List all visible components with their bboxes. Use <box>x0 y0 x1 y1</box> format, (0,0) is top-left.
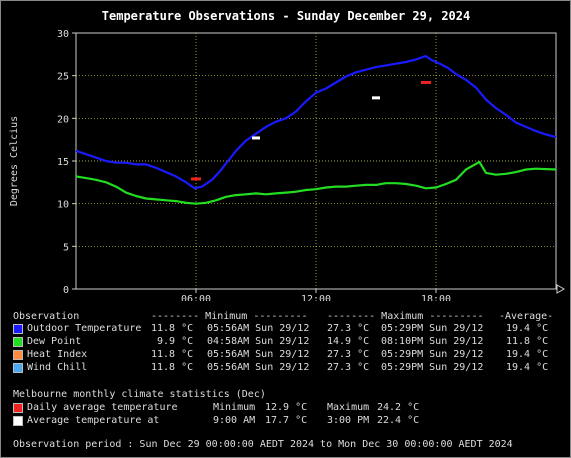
legend-header-minimum: -------- Minimum --------- <box>151 311 308 322</box>
climate-avg-label: Average temperature at <box>27 415 160 426</box>
climate-avg-value-1: 17.7 °C <box>265 415 308 426</box>
legend-min-time: 04:58AM Sun 29/12 <box>207 336 310 347</box>
legend-max-value: 14.9 °C <box>327 336 370 347</box>
legend-max-time: 05:29PM Sun 29/12 <box>381 362 484 373</box>
climate-avg-time-1: 9:00 AM <box>213 415 256 426</box>
y-tick-label: 0 <box>63 285 69 296</box>
y-tick-label: 15 <box>57 157 69 168</box>
legend-max-value: 27.3 °C <box>327 323 370 334</box>
legend-average: 19.4 °C <box>506 323 549 334</box>
daily-average-marker <box>421 80 431 84</box>
climate-daily-min-label: Minimum <box>213 402 256 413</box>
legend-min-value: 11.8 °C <box>151 323 194 334</box>
climate-avg-time-2: 3:00 PM <box>327 415 370 426</box>
legend-min-value: 11.8 °C <box>151 362 194 373</box>
legend-swatch <box>13 337 23 347</box>
legend-average: 19.4 °C <box>506 349 549 360</box>
legend-header-observation: Observation <box>13 311 80 322</box>
x-tick-label: 06:00 <box>181 294 211 301</box>
legend-series-name: Heat Index <box>27 349 88 360</box>
temperature-chart: Temperature Observations - Sunday Decemb… <box>9 9 566 301</box>
legend-max-time: 05:29PM Sun 29/12 <box>381 323 484 334</box>
chart-title: Temperature Observations - Sunday Decemb… <box>102 9 470 23</box>
legend-series-name: Dew Point <box>27 336 82 347</box>
legend-min-time: 05:56AM Sun 29/12 <box>207 362 310 373</box>
y-tick-label: 30 <box>57 29 69 40</box>
legend-max-time: 08:10PM Sun 29/12 <box>381 336 484 347</box>
climate-avg-value-2: 22.4 °C <box>377 415 420 426</box>
legend-header-maximum: -------- Maximum --------- <box>327 311 484 322</box>
climate-daily-swatch <box>13 403 23 413</box>
y-tick-label: 10 <box>57 200 69 211</box>
climate-avg-swatch <box>13 416 23 426</box>
y-tick-label: 20 <box>57 114 69 125</box>
legend-max-time: 05:29PM Sun 29/12 <box>381 349 484 360</box>
legend-min-value: 9.9 °C <box>157 336 194 347</box>
x-tick-label: 18:00 <box>421 294 451 301</box>
climate-daily-label: Daily average temperature <box>27 402 178 413</box>
x-tick-label: 12:00 <box>301 294 331 301</box>
legend-average: 11.8 °C <box>506 336 549 347</box>
average-at-marker <box>372 96 380 100</box>
series-line-outdoor-temperature <box>75 54 557 190</box>
legend-swatch <box>13 324 23 334</box>
legend-series-name: Wind Chill <box>27 362 88 373</box>
y-axis-label: Degrees Celcius <box>9 116 20 206</box>
legend-swatch <box>13 363 23 373</box>
legend-swatch <box>13 350 23 360</box>
legend-average: 19.4 °C <box>506 362 549 373</box>
observation-period: Observation period : Sun Dec 29 00:00:00… <box>13 439 513 450</box>
legend-min-time: 05:56AM Sun 29/12 <box>207 323 310 334</box>
x-axis-arrow <box>556 284 566 294</box>
legend-min-time: 05:56AM Sun 29/12 <box>207 349 310 360</box>
legend-max-value: 27.3 °C <box>327 349 370 360</box>
legend-min-value: 11.8 °C <box>151 349 194 360</box>
average-at-marker <box>252 136 260 140</box>
legend-header-average: -Average- <box>499 311 554 322</box>
legend-series-name: Outdoor Temperature <box>27 323 142 334</box>
climate-daily-max-value: 24.2 °C <box>377 402 420 413</box>
daily-average-marker <box>191 177 201 181</box>
climate-heading: Melbourne monthly climate statistics (De… <box>13 389 266 400</box>
climate-daily-min-value: 12.9 °C <box>265 402 308 413</box>
y-tick-label: 5 <box>63 242 69 253</box>
y-tick-label: 25 <box>57 72 69 83</box>
climate-daily-max-label: Maximum <box>327 402 370 413</box>
legend-max-value: 27.3 °C <box>327 362 370 373</box>
series-line-dew-point <box>75 160 557 205</box>
